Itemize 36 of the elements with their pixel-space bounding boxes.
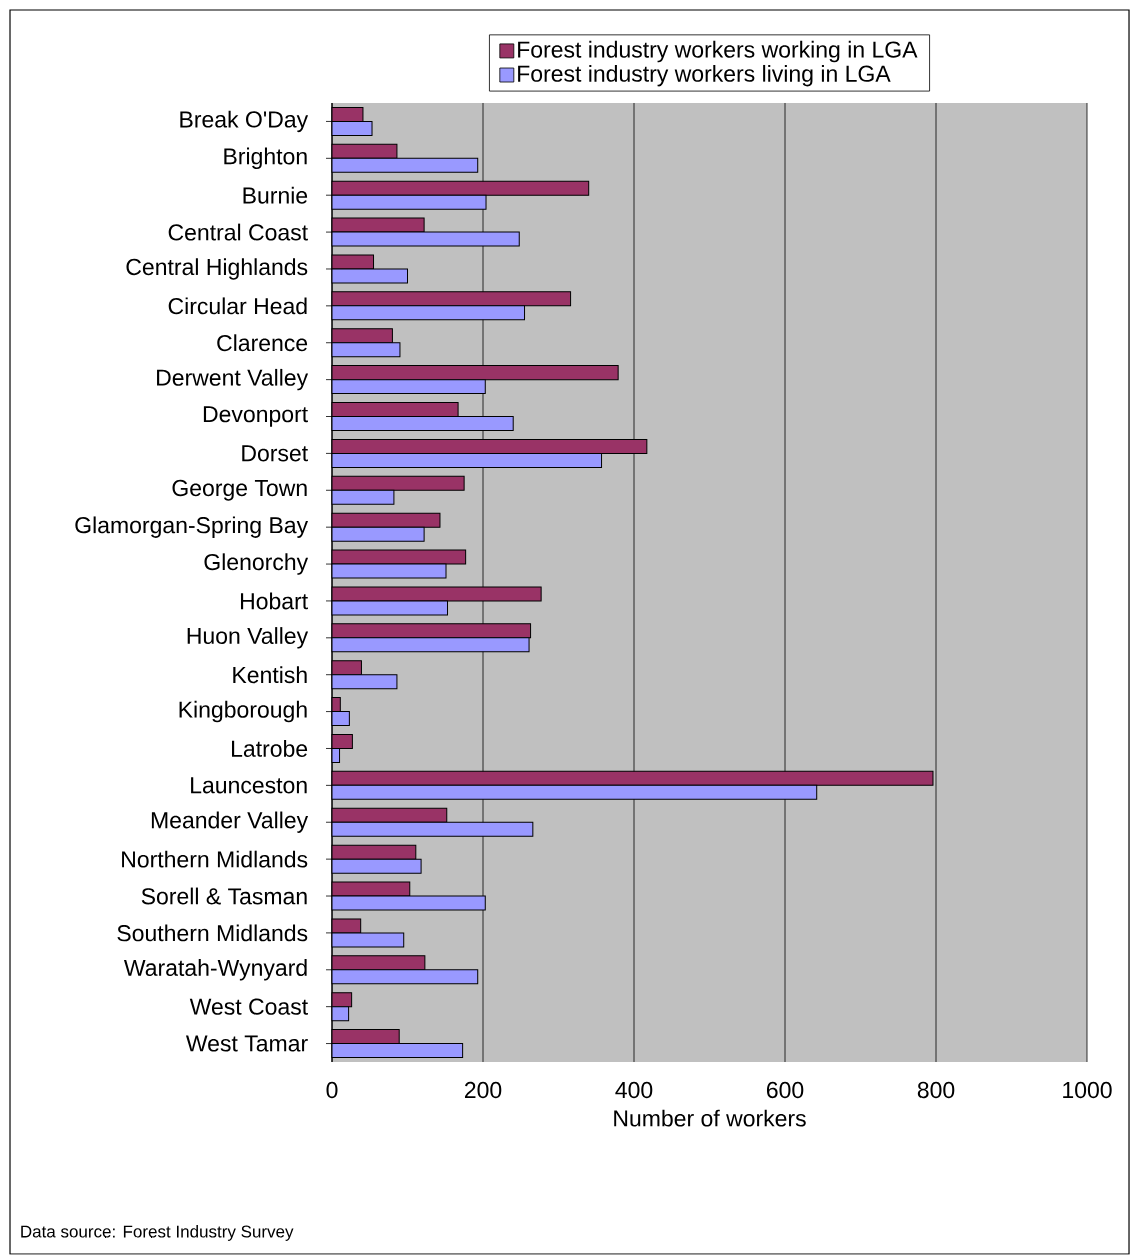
y-tick-label: Devonport [203,406,308,427]
x-tick-label: 200 [464,1081,502,1099]
y-tick-label: Northern Midlands [122,850,308,868]
y-tick-label: Kentish [233,666,307,684]
y-tick-label: Launceston [191,777,307,794]
y-tick-label: Central Highlands [126,258,308,280]
y-tick-label: Central Coast [168,223,308,241]
y-tick-label: Kingborough [179,700,307,723]
y-tick-label: West Coast [189,998,308,1015]
y-tick-label: Southern Midlands [117,924,308,942]
y-tick-label: Break O'Day [180,110,309,133]
y-tick-label: Burnie [243,186,308,204]
legend-label: Forest industry workers living in LGA [518,64,891,87]
y-tick-label: Derwent Valley [157,368,309,391]
x-axis-title: Number of workers [614,1109,806,1127]
y-tick-label: George Town [172,479,307,501]
y-tick-label: Latrobe [232,740,308,757]
y-tick-label: Circular Head [168,297,307,315]
x-tick-label: 600 [766,1081,804,1099]
x-tick-label: 800 [917,1081,955,1099]
x-tick-label: 400 [615,1081,653,1099]
source-note: Data source: Forest Industry Survey [21,1225,294,1241]
y-tick-label: Sorell & Tasman [141,887,307,905]
y-tick-label: Glenorchy [204,553,309,575]
y-tick-label: Dorset [242,445,308,462]
y-tick-label: Glamorgan-Spring Bay [75,516,309,538]
x-tick-label: 1000 [1063,1081,1112,1099]
y-tick-label: Brighton [224,147,307,170]
x-tick-label: 0 [326,1081,338,1099]
y-tick-label: Huon Valley [187,627,309,649]
y-tick-label: Hobart [240,592,308,610]
y-tick-label: Waratah-Wynyard [123,959,307,981]
y-tick-label: Clarence [217,334,308,352]
y-tick-label: Meander Valley [151,811,309,833]
legend-label: Forest industry workers working in LGA [518,40,918,63]
y-tick-label: West Tamar [185,1035,308,1052]
